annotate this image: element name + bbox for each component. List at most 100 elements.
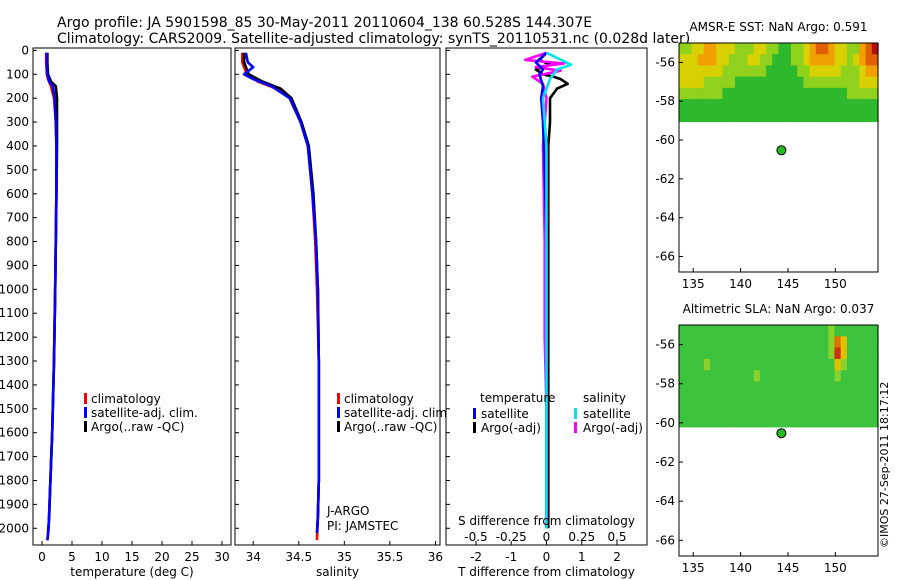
altimetric-sla-heatmap-cell bbox=[803, 370, 811, 383]
altimetric-sla-heatmap-cell bbox=[859, 358, 867, 371]
amsr-sst-heatmap-cell bbox=[815, 43, 823, 55]
amsr-sst-heatmap-cell bbox=[834, 87, 842, 100]
amsr-sst-heatmap-cell bbox=[859, 99, 867, 111]
altimetric-sla-heatmap-cell bbox=[797, 381, 804, 394]
altimetric-sla-heatmap-cell bbox=[691, 325, 699, 337]
amsr-sst-heatmap-cell bbox=[728, 76, 736, 89]
altimetric-sla-heatmap-cell bbox=[710, 336, 717, 349]
amsr-sst-ytick-label: -60 bbox=[655, 133, 675, 147]
amsr-sst-heatmap-cell bbox=[853, 43, 860, 55]
altimetric-sla-heatmap-cell bbox=[728, 392, 736, 405]
amsr-sst-heatmap-cell bbox=[759, 110, 767, 123]
amsr-sst-heatmap-cell bbox=[784, 87, 792, 100]
panel-salinity: 34 34.5 35 35.5 36 salinity climatologysatelli… bbox=[234, 47, 451, 579]
altimetric-sla-heatmap-cell bbox=[871, 381, 879, 394]
amsr-sst-heatmap-cell bbox=[822, 76, 829, 89]
altimetric-sla-heatmap-cell bbox=[865, 325, 873, 337]
altimetric-sla-heatmap-cell bbox=[846, 347, 854, 360]
altimetric-sla-heatmap-cell bbox=[853, 404, 860, 417]
altimetric-sla-heatmap-cell bbox=[710, 392, 717, 405]
altimetric-sla-heatmap-cell bbox=[871, 392, 879, 405]
altimetric-sla-heatmap-cell bbox=[840, 404, 848, 417]
amsr-sst-heatmap-cell bbox=[703, 87, 711, 100]
altimetric-sla-heatmap-cell bbox=[697, 358, 705, 371]
altimetric-sla-heatmap-cell bbox=[691, 381, 699, 394]
altimetric-sla-heatmap-cell bbox=[815, 415, 823, 428]
altimetric-sla-heatmap-cell bbox=[772, 404, 780, 417]
amsr-sst-heatmap-cell bbox=[871, 43, 879, 55]
altimetric-sla-heatmap-cell bbox=[716, 370, 724, 383]
altimetric-sla-heatmap-cell bbox=[828, 392, 836, 405]
amsr-sst-heatmap-cell bbox=[716, 76, 724, 89]
amsr-sst-xtick-label: 145 bbox=[777, 277, 800, 291]
amsr-sst-heatmap-cell bbox=[865, 110, 873, 123]
altimetric-sla-heatmap-cell bbox=[846, 415, 854, 428]
amsr-sst-heatmap-cell bbox=[697, 43, 705, 55]
altimetric-sla-heatmap-cell bbox=[759, 404, 767, 417]
altimetric-sla-heatmap-cell bbox=[865, 381, 873, 394]
amsr-sst-heatmap-cell bbox=[822, 99, 829, 111]
altimetric-sla-heatmap-cell bbox=[679, 381, 686, 394]
amsr-sst-heatmap-cell bbox=[797, 43, 804, 55]
altimetric-sla-heatmap-cell bbox=[828, 336, 836, 349]
amsr-sst-heatmap-cell bbox=[716, 99, 724, 111]
altimetric-sla-heatmap-cell bbox=[747, 415, 755, 428]
altimetric-sla-heatmap-cell bbox=[790, 370, 798, 383]
altimetric-sla-heatmap-cell bbox=[859, 415, 867, 428]
amsr-sst-heatmap-cell bbox=[815, 110, 823, 123]
altimetric-sla-heatmap-cell bbox=[778, 370, 786, 383]
altimetric-sla-heatmap-cell bbox=[710, 370, 717, 383]
altimetric-sla-heatmap-cell bbox=[728, 325, 736, 337]
salinity-legend-swatch bbox=[337, 393, 340, 404]
altimetric-sla-heatmap-cell bbox=[722, 392, 730, 405]
amsr-sst-heatmap-cell bbox=[846, 110, 854, 123]
amsr-sst-heatmap-cell bbox=[871, 65, 879, 78]
amsr-sst-heatmap-cell bbox=[784, 99, 792, 111]
altimetric-sla-heatmap-cell bbox=[809, 325, 817, 337]
altimetric-sla-heatmap-cell bbox=[703, 415, 711, 428]
amsr-sst-xtick-label: 135 bbox=[682, 277, 705, 291]
salinity-legend-item: satellite-adj. clim. bbox=[344, 406, 451, 420]
altimetric-sla-heatmap-cell bbox=[815, 381, 823, 394]
amsr-sst-heatmap-cell bbox=[822, 65, 829, 78]
amsr-sst-ytick-label: -58 bbox=[655, 94, 675, 108]
altimetric-sla-heatmap-cell bbox=[703, 404, 711, 417]
map-altimetric-sla: Altimetric SLA: NaN Argo: 0.037 -56 -58 -60… bbox=[655, 302, 879, 575]
amsr-sst-heatmap-cell bbox=[716, 87, 724, 100]
altimetric-sla-heatmap-cell bbox=[741, 358, 749, 371]
altimetric-sla-heatmap-cell bbox=[716, 415, 724, 428]
amsr-sst-xtick-label: 140 bbox=[729, 277, 752, 291]
amsr-sst-heatmap-cell bbox=[685, 54, 693, 67]
altimetric-sla-xtick-label: 150 bbox=[824, 561, 847, 575]
altimetric-sla-heatmap-cell bbox=[803, 347, 811, 360]
temperature-ytick-label: 0 bbox=[21, 43, 29, 57]
altimetric-sla-heatmap-cell bbox=[840, 381, 848, 394]
amsr-sst-heatmap-cell bbox=[846, 54, 854, 67]
amsr-sst-heatmap-cell bbox=[797, 65, 804, 78]
altimetric-sla-heatmap-cell bbox=[728, 415, 736, 428]
altimetric-sla-heatmap-cell bbox=[834, 370, 842, 383]
altimetric-sla-heatmap-cell bbox=[753, 415, 761, 428]
altimetric-sla-heatmap-cell bbox=[797, 370, 804, 383]
amsr-sst-heatmap-cell bbox=[747, 99, 755, 111]
amsr-sst-heatmap-cell bbox=[865, 99, 873, 111]
amsr-sst-heatmap-cell bbox=[772, 43, 780, 55]
amsr-sst-heatmap-cell bbox=[797, 87, 804, 100]
amsr-sst-heatmap-cell bbox=[815, 99, 823, 111]
altimetric-sla-heatmap-cell bbox=[871, 404, 879, 417]
altimetric-sla-heatmap-cell bbox=[759, 370, 767, 383]
amsr-sst-heatmap-cell bbox=[759, 43, 767, 55]
amsr-sst-heatmap-cell bbox=[828, 110, 836, 123]
difference-s-tick-label: 0.25 bbox=[568, 530, 595, 544]
amsr-sst-heatmap-cell bbox=[747, 76, 755, 89]
amsr-sst-ytick-label: -62 bbox=[655, 172, 675, 186]
altimetric-sla-heatmap-cell bbox=[710, 415, 717, 428]
amsr-sst-heatmap-cell bbox=[803, 43, 811, 55]
amsr-sst-heatmap-cell bbox=[834, 43, 842, 55]
amsr-sst-heatmap-cell bbox=[790, 87, 798, 100]
amsr-sst-heatmap-cell bbox=[797, 76, 804, 89]
amsr-sst-heatmap-cell bbox=[828, 43, 836, 55]
altimetric-sla-heatmap-cell bbox=[697, 381, 705, 394]
altimetric-sla-heatmap-cell bbox=[790, 381, 798, 394]
altimetric-sla-heatmap-cell bbox=[871, 336, 879, 349]
